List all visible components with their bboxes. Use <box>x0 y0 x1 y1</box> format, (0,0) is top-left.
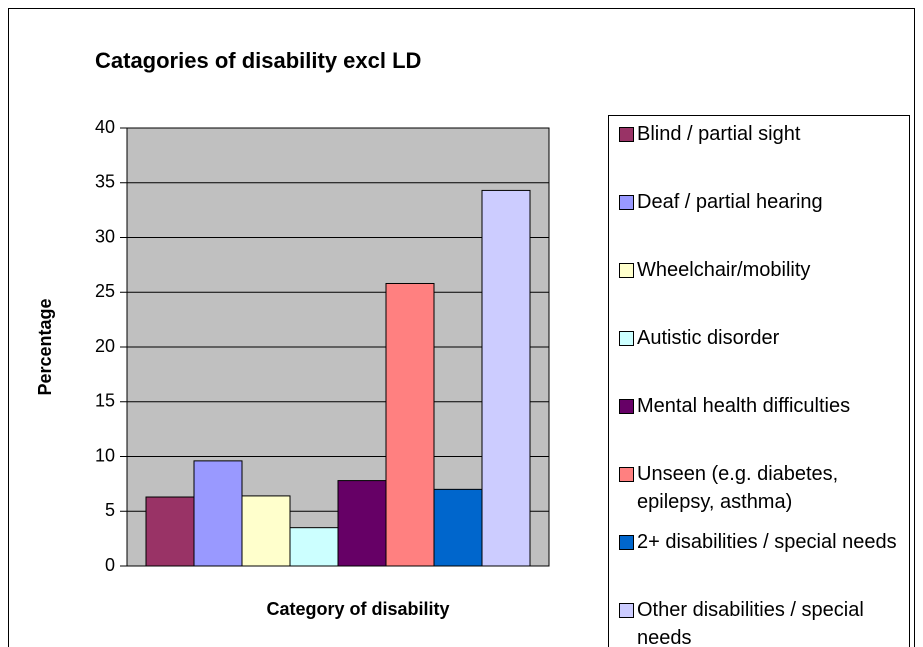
legend-entry: Other disabilities / special needs <box>619 596 904 647</box>
bar <box>145 496 195 567</box>
bar <box>241 495 291 567</box>
bar <box>481 189 531 567</box>
y-tick-label: 25 <box>95 281 115 301</box>
legend-label: 2+ disabilities / special needs <box>637 531 897 553</box>
legend-entry: Blind / partial sight <box>619 120 904 148</box>
legend-entry: Mental health difficulties <box>619 392 904 420</box>
y-axis-label: Percentage <box>35 298 55 395</box>
legend-swatch <box>619 603 634 618</box>
y-tick-label: 40 <box>95 117 115 137</box>
chart-title: Catagories of disability excl LD <box>95 48 421 73</box>
legend-swatch <box>619 263 634 278</box>
legend-label: Mental health difficulties <box>637 395 851 417</box>
legend-entry: Unseen (e.g. diabetes, epilepsy, asthma) <box>619 460 904 516</box>
legend-entry: Deaf / partial hearing <box>619 188 904 216</box>
legend-label: Deaf / partial hearing <box>637 191 823 213</box>
bar <box>289 527 339 567</box>
y-tick-label: 15 <box>95 391 115 411</box>
legend-swatch <box>619 467 634 482</box>
y-tick-label: 20 <box>95 336 115 356</box>
legend-label: Unseen (e.g. diabetes, epilepsy, asthma) <box>637 463 839 513</box>
x-axis-label: Category of disability <box>266 599 449 619</box>
legend-entry: 2+ disabilities / special needs <box>619 528 904 556</box>
y-tick-label: 10 <box>95 445 115 465</box>
bar <box>385 282 435 567</box>
y-tick-label: 30 <box>95 226 115 246</box>
legend-label: Other disabilities / special needs <box>637 599 864 647</box>
bar <box>433 488 483 567</box>
legend-swatch <box>619 535 634 550</box>
legend-label: Blind / partial sight <box>637 123 801 145</box>
legend: Blind / partial sight Deaf / partial hear… <box>608 115 910 647</box>
legend-swatch <box>619 399 634 414</box>
legend-label: Wheelchair/mobility <box>637 259 811 281</box>
legend-entry: Autistic disorder <box>619 324 904 352</box>
y-tick-label: 35 <box>95 172 115 192</box>
legend-swatch <box>619 331 634 346</box>
chart-border <box>8 8 915 647</box>
bar <box>337 480 387 567</box>
legend-swatch <box>619 127 634 142</box>
y-tick-label: 5 <box>105 500 115 520</box>
legend-label: Autistic disorder <box>637 327 780 349</box>
legend-entry: Wheelchair/mobility <box>619 256 904 284</box>
legend-swatch <box>619 195 634 210</box>
bar <box>193 460 243 567</box>
y-tick-label: 0 <box>105 555 115 575</box>
